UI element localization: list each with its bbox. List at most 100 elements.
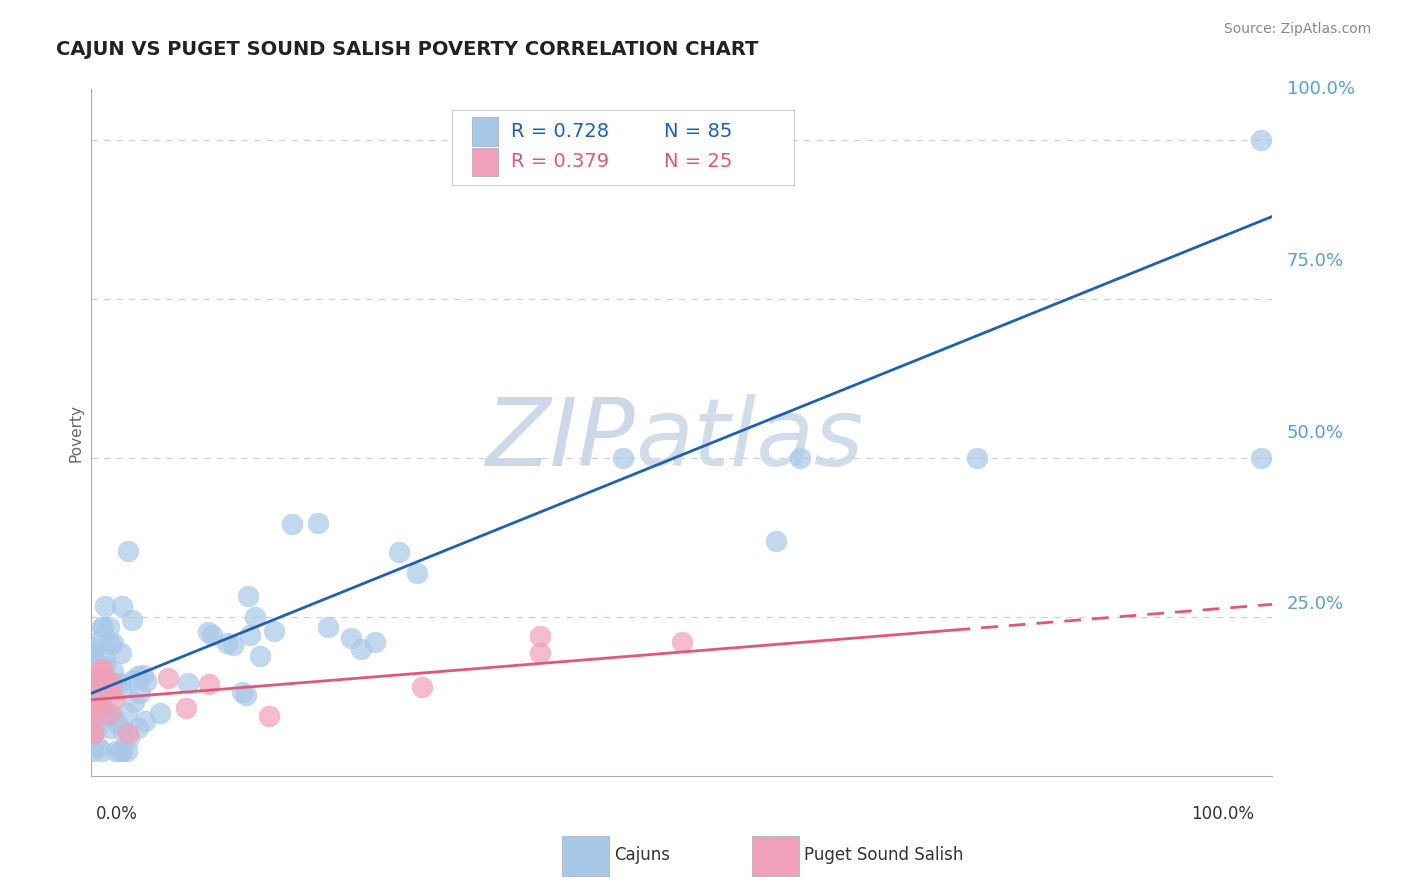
Point	[239, 628, 262, 642]
Point	[156, 671, 179, 685]
Point	[966, 451, 988, 466]
Point	[91, 743, 114, 757]
Point	[101, 664, 124, 678]
Point	[86, 688, 108, 702]
Point	[405, 566, 427, 580]
Point	[201, 627, 224, 641]
Point	[107, 716, 129, 731]
Point	[149, 706, 172, 720]
Point	[105, 743, 128, 757]
Point	[307, 516, 329, 530]
Point	[110, 682, 132, 697]
Point	[789, 451, 811, 466]
Point	[82, 646, 104, 660]
FancyBboxPatch shape	[451, 110, 794, 186]
Point	[93, 669, 115, 683]
Point	[98, 637, 121, 651]
Point	[177, 676, 200, 690]
Point	[97, 619, 120, 633]
Point	[82, 640, 104, 655]
Point	[86, 662, 108, 676]
Point	[411, 680, 433, 694]
Point	[82, 659, 104, 673]
Text: 50.0%: 50.0%	[1286, 424, 1344, 442]
Point	[127, 721, 149, 735]
Point	[94, 658, 117, 673]
Point	[249, 648, 271, 663]
Point	[117, 544, 139, 558]
Point	[108, 675, 131, 690]
Point	[82, 675, 104, 690]
Point	[108, 743, 131, 757]
Point	[118, 731, 141, 745]
Point	[103, 636, 125, 650]
Point	[281, 516, 304, 531]
Point	[115, 706, 138, 720]
Text: N = 85: N = 85	[664, 121, 733, 141]
Point	[91, 620, 114, 634]
Text: Cajuns: Cajuns	[614, 846, 671, 863]
Point	[529, 646, 551, 660]
Point	[117, 725, 139, 739]
Point	[134, 714, 156, 728]
Point	[86, 669, 108, 683]
Text: 100.0%: 100.0%	[1286, 80, 1354, 98]
Point	[93, 703, 115, 717]
Point	[82, 727, 104, 741]
Point	[101, 710, 124, 724]
Point	[90, 708, 112, 723]
Point	[90, 662, 112, 676]
Point	[94, 669, 117, 683]
Point	[82, 724, 104, 739]
Point	[82, 659, 104, 673]
Point	[350, 641, 373, 656]
Point	[231, 685, 253, 699]
Bar	[471, 147, 498, 177]
Point	[90, 669, 112, 683]
Point	[198, 676, 221, 690]
Point	[110, 646, 132, 660]
Text: 25.0%: 25.0%	[1286, 595, 1344, 614]
Text: R = 0.728: R = 0.728	[510, 121, 609, 141]
Point	[128, 686, 150, 700]
Point	[98, 721, 121, 735]
Point	[612, 451, 634, 466]
Text: Source: ZipAtlas.com: Source: ZipAtlas.com	[1223, 22, 1371, 37]
Point	[94, 652, 117, 666]
Point	[82, 743, 104, 757]
Point	[90, 663, 112, 677]
Point	[121, 673, 143, 687]
Point	[529, 629, 551, 643]
Text: N = 25: N = 25	[664, 152, 733, 171]
Point	[111, 599, 134, 613]
Text: CAJUN VS PUGET SOUND SALISH POVERTY CORRELATION CHART: CAJUN VS PUGET SOUND SALISH POVERTY CORR…	[56, 40, 759, 59]
Point	[122, 695, 145, 709]
Point	[131, 668, 153, 682]
Point	[82, 652, 104, 666]
Point	[86, 723, 108, 737]
Text: 75.0%: 75.0%	[1286, 252, 1344, 270]
Point	[222, 638, 245, 652]
Point	[82, 711, 104, 725]
Point	[82, 647, 104, 661]
Point	[671, 635, 693, 649]
Point	[98, 681, 121, 696]
Point	[236, 589, 259, 603]
Text: ZIP: ZIP	[485, 394, 634, 485]
Point	[257, 709, 280, 723]
Point	[115, 743, 138, 757]
Point	[98, 706, 121, 721]
Point	[90, 620, 112, 634]
Point	[90, 701, 112, 715]
Point	[83, 664, 105, 678]
Point	[83, 690, 105, 704]
Point	[86, 739, 108, 754]
Point	[83, 702, 105, 716]
Point	[90, 710, 112, 724]
Point	[135, 674, 157, 689]
Point	[197, 624, 219, 639]
Point	[263, 624, 285, 638]
Text: atlas: atlas	[634, 394, 863, 485]
Point	[83, 691, 105, 706]
Point	[765, 533, 787, 548]
